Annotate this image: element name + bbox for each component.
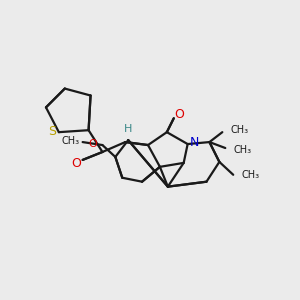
Text: O: O (71, 158, 81, 170)
Text: N: N (190, 136, 199, 148)
Text: CH₃: CH₃ (230, 125, 248, 135)
Text: CH₃: CH₃ (61, 136, 80, 146)
Text: CH₃: CH₃ (241, 170, 259, 180)
Text: O: O (174, 108, 184, 121)
Text: O: O (89, 139, 98, 149)
Text: S: S (48, 125, 56, 138)
Text: CH₃: CH₃ (233, 145, 251, 155)
Text: H: H (124, 124, 132, 134)
